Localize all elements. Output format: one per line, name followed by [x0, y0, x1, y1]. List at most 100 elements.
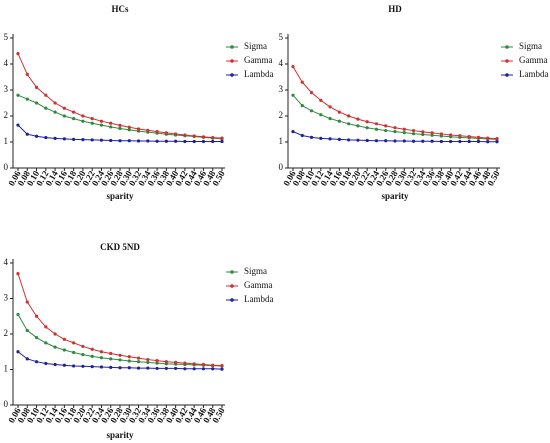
data-point [44, 135, 48, 140]
data-point [146, 139, 150, 143]
data-point [309, 109, 314, 113]
data-point [109, 121, 113, 125]
data-point [347, 138, 351, 142]
data-point [486, 136, 490, 140]
chart-title: HD [388, 4, 402, 14]
legend-marker [505, 73, 509, 77]
data-point [127, 139, 131, 143]
data-point [90, 138, 94, 142]
data-point [99, 119, 104, 123]
legend-label: Lambda [244, 294, 274, 304]
data-point [174, 366, 178, 371]
legend-marker [230, 59, 234, 63]
data-point [81, 138, 85, 142]
data-point [34, 134, 39, 138]
y-tick-label: 4 [279, 58, 284, 68]
legend-label: Lambda [244, 69, 274, 79]
data-point [476, 135, 481, 139]
y-tick-label: 3 [279, 84, 284, 94]
data-point [174, 132, 178, 136]
data-point [146, 357, 150, 362]
data-point [486, 140, 490, 144]
data-point [183, 139, 187, 144]
data-point [201, 135, 206, 139]
data-point [155, 361, 159, 365]
data-point [430, 133, 434, 137]
data-point [384, 139, 388, 143]
data-point [365, 138, 369, 143]
data-point [34, 101, 39, 105]
data-point [319, 98, 323, 102]
data-point [192, 139, 196, 144]
data-point [411, 139, 416, 143]
data-point [192, 367, 196, 371]
y-tick-label: 4 [4, 257, 9, 267]
data-point [309, 135, 314, 139]
data-point [53, 101, 57, 105]
data-point [90, 121, 94, 125]
data-point [16, 272, 20, 276]
x-axis-label: sparity [382, 191, 410, 201]
data-point [458, 139, 462, 144]
data-point [164, 366, 168, 371]
data-point [201, 139, 206, 144]
data-point [291, 130, 295, 134]
data-point [72, 117, 76, 121]
data-point [118, 139, 122, 143]
legend-marker [230, 45, 234, 49]
data-point [16, 123, 20, 127]
data-point [81, 364, 85, 368]
legend-marker [230, 73, 234, 77]
data-point [99, 350, 104, 354]
data-point [402, 131, 406, 135]
y-tick-label: 3 [4, 84, 9, 94]
legend-marker [505, 45, 509, 49]
legend-marker [230, 298, 234, 302]
data-point [201, 367, 206, 371]
y-tick-label: 4 [4, 58, 9, 68]
data-point [62, 337, 66, 341]
y-tick-label: 0 [4, 162, 9, 172]
data-point [337, 119, 341, 123]
data-point [421, 139, 425, 143]
data-point [72, 341, 76, 345]
legend-marker [505, 59, 509, 63]
data-point [53, 110, 57, 114]
data-point [449, 133, 453, 137]
data-point [356, 117, 360, 121]
data-point [136, 127, 141, 131]
data-point [62, 114, 66, 118]
data-point [127, 128, 131, 132]
data-point [421, 130, 425, 134]
data-point [62, 106, 66, 110]
data-point [384, 124, 388, 128]
data-point [62, 137, 66, 141]
data-point [467, 134, 471, 139]
data-point [211, 363, 215, 367]
data-point [155, 130, 159, 134]
data-point [365, 126, 369, 130]
data-point [449, 139, 453, 144]
data-point [347, 122, 351, 126]
y-tick-label: 5 [4, 32, 9, 42]
y-tick-label: 0 [4, 399, 9, 409]
data-point [430, 131, 434, 135]
y-tick-label: 0 [279, 162, 284, 172]
data-point [495, 137, 499, 141]
data-point [99, 123, 104, 127]
data-point [411, 132, 416, 136]
data-point [192, 134, 196, 138]
data-point [300, 80, 304, 84]
data-point [62, 348, 66, 352]
data-point [430, 139, 434, 143]
data-point [16, 93, 20, 97]
data-point [127, 355, 131, 359]
data-point [16, 312, 20, 317]
data-point [81, 344, 85, 349]
data-point [90, 354, 94, 358]
data-point [90, 365, 94, 369]
data-point [99, 365, 104, 369]
data-point [99, 356, 104, 360]
data-point [90, 117, 94, 121]
